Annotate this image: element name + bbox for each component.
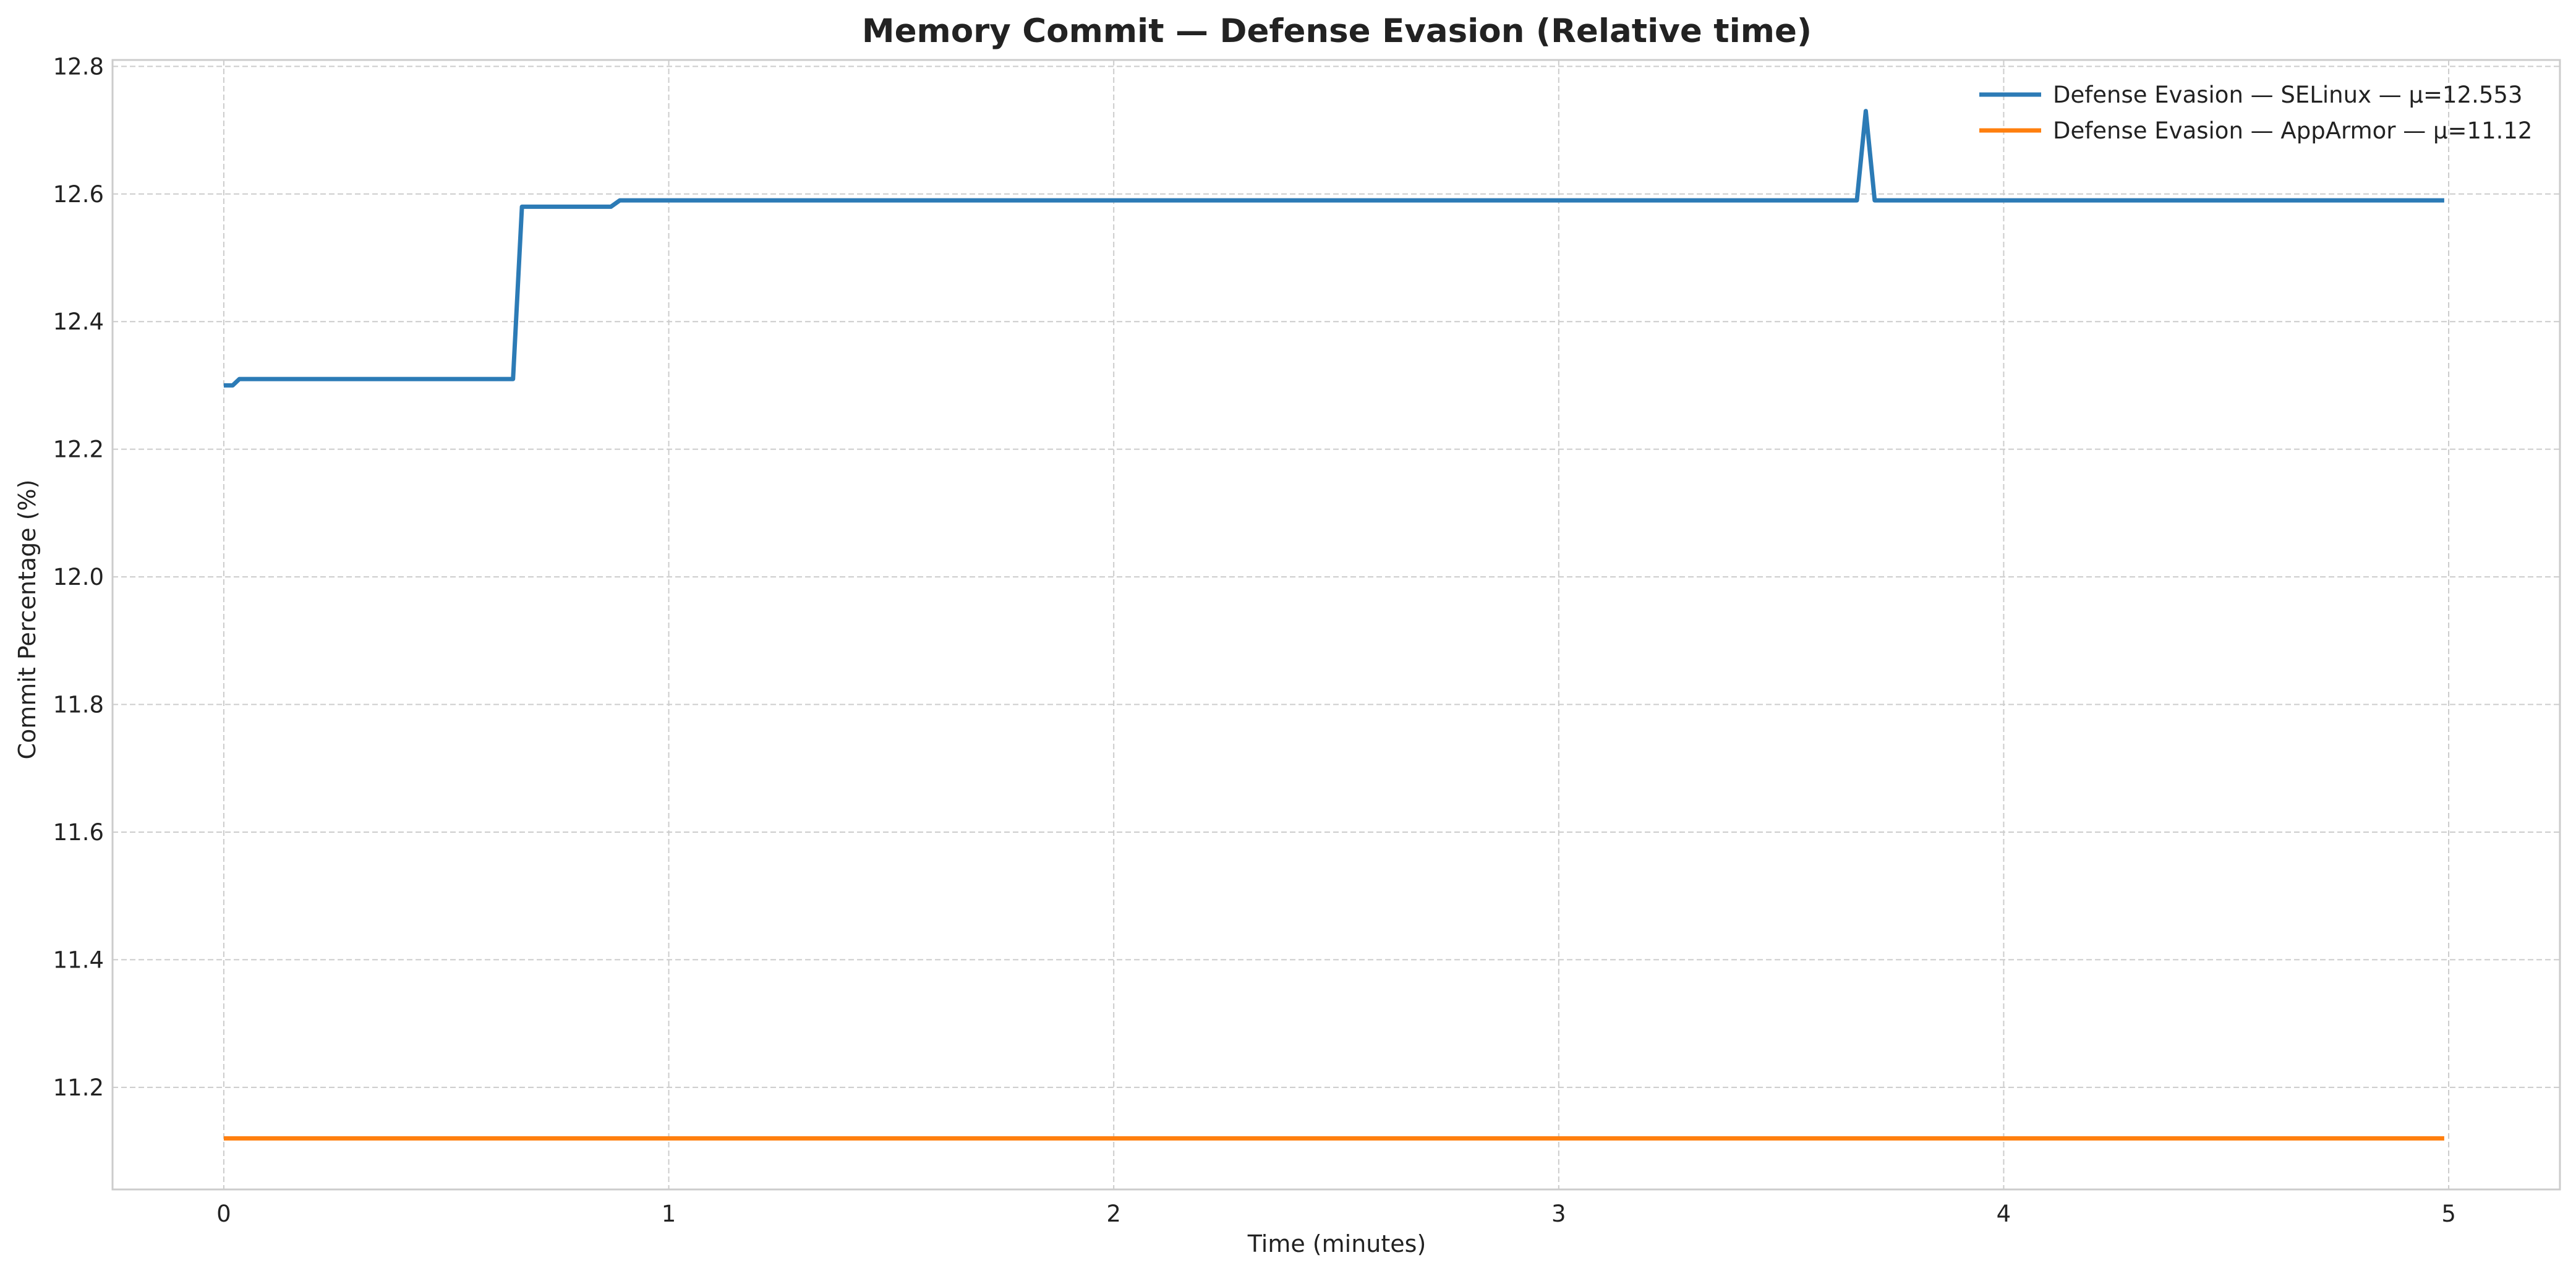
y-tick-label: 11.8	[53, 692, 104, 718]
y-axis-label: Commit Percentage (%)	[14, 480, 41, 760]
y-tick-label: 12.8	[53, 53, 104, 80]
x-tick-labels: 0 1 2 3 4 5	[216, 1201, 2456, 1227]
x-tick-label: 2	[1106, 1201, 1121, 1227]
legend: Defense Evasion — SELinux — μ=12.553 Defe…	[1979, 82, 2532, 144]
x-tick-label: 1	[662, 1201, 676, 1227]
y-tick-label: 12.6	[53, 181, 104, 208]
x-tick-label: 3	[1551, 1201, 1566, 1227]
y-tick-label: 11.2	[53, 1074, 104, 1101]
x-tick-label: 5	[2441, 1201, 2456, 1227]
y-tick-label: 12.4	[53, 308, 104, 335]
y-tick-label: 11.4	[53, 946, 104, 973]
y-tick-labels: 11.2 11.4 11.6 11.8 12.0 12.2 12.4 12.6 12.8	[53, 53, 104, 1101]
x-tick-label: 4	[1997, 1201, 2011, 1227]
chart-title: Memory Commit — Defense Evasion (Relativ…	[862, 12, 1812, 50]
plot-frame	[111, 59, 2561, 1191]
series-line-1	[223, 109, 2444, 388]
x-tick-label: 0	[216, 1201, 231, 1227]
x-axis-label: Time (minutes)	[1247, 1230, 1427, 1257]
y-tick-label: 12.2	[53, 436, 104, 463]
legend-label-2: Defense Evasion — AppArmor — μ=11.12	[2053, 117, 2532, 144]
legend-label-1: Defense Evasion — SELinux — μ=12.553	[2053, 82, 2523, 108]
grid	[113, 60, 2560, 1189]
y-tick-label: 12.0	[53, 564, 104, 590]
y-tick-label: 11.6	[53, 819, 104, 846]
series-group	[223, 109, 2444, 1141]
